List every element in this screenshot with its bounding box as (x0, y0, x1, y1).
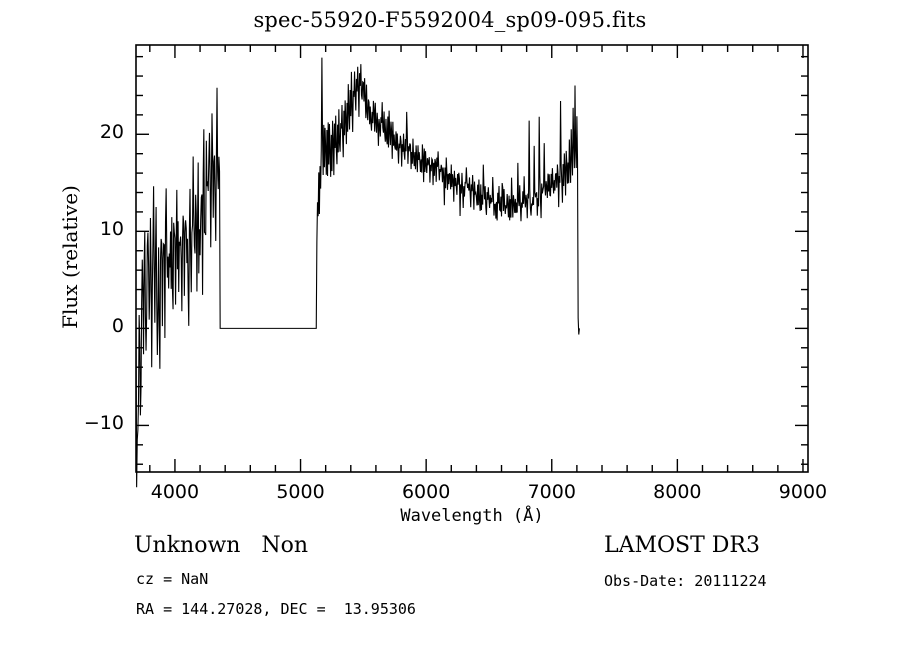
x-tick-label: 6000 (401, 481, 451, 503)
y-axis-label: Flux (relative) (58, 185, 82, 329)
x-tick-label: 7000 (527, 481, 576, 503)
page-title: spec-55920-F5592004_sp09-095.fits (253, 8, 647, 32)
obs-date-label: Obs-Date: 20111224 (604, 572, 767, 590)
cz-value-label: cz = NaN (136, 570, 209, 588)
plot-frame (135, 44, 809, 473)
y-tick-label: 20 (99, 121, 124, 144)
survey-label: LAMOST DR3 (604, 533, 760, 558)
object-class-label: Unknown Non (134, 533, 309, 558)
y-tick-label: −10 (83, 412, 124, 435)
x-tick-label: 9000 (778, 481, 828, 503)
y-tick-label: 0 (111, 315, 124, 338)
x-tick-label: 8000 (653, 481, 702, 503)
x-axis-label: Wavelength (Å) (400, 506, 544, 526)
spectrum-trace (135, 57, 580, 488)
axis-ticks (136, 45, 808, 472)
coordinates-label: RA = 144.27028, DEC = 13.95306 (136, 600, 416, 618)
x-tick-label: 4000 (150, 481, 200, 503)
x-tick-label: 5000 (276, 481, 325, 503)
y-tick-label: 10 (99, 218, 124, 241)
